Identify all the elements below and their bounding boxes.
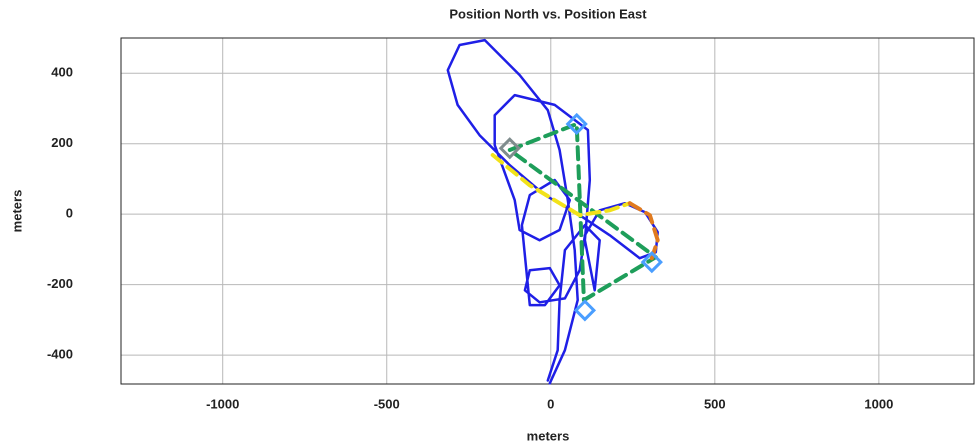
x-tick-label: -500 xyxy=(374,396,400,411)
y-tick-label: 0 xyxy=(66,206,73,221)
y-tick-label: -200 xyxy=(47,276,73,291)
plot-frame xyxy=(120,37,975,385)
y-tick-label: 200 xyxy=(51,135,73,150)
dashed-path xyxy=(507,122,658,303)
chart-title: Position North vs. Position East xyxy=(449,6,647,21)
trajectory xyxy=(446,38,659,385)
waypoint-marker xyxy=(573,299,597,322)
dashed-path xyxy=(627,201,660,261)
dashed-path xyxy=(490,153,632,218)
waypoint-marker xyxy=(640,250,663,274)
x-tick-label: 1000 xyxy=(864,396,893,411)
waypoint-marker xyxy=(498,137,521,160)
y-axis-label: meters xyxy=(9,190,24,233)
waypoint-marker xyxy=(565,112,588,136)
x-tick-label: -1000 xyxy=(206,396,239,411)
x-axis-label: meters xyxy=(527,428,570,443)
y-tick-label: -400 xyxy=(47,347,73,362)
y-tick-label: 400 xyxy=(51,65,73,80)
x-tick-label: 0 xyxy=(547,396,554,411)
x-tick-label: 500 xyxy=(704,396,726,411)
